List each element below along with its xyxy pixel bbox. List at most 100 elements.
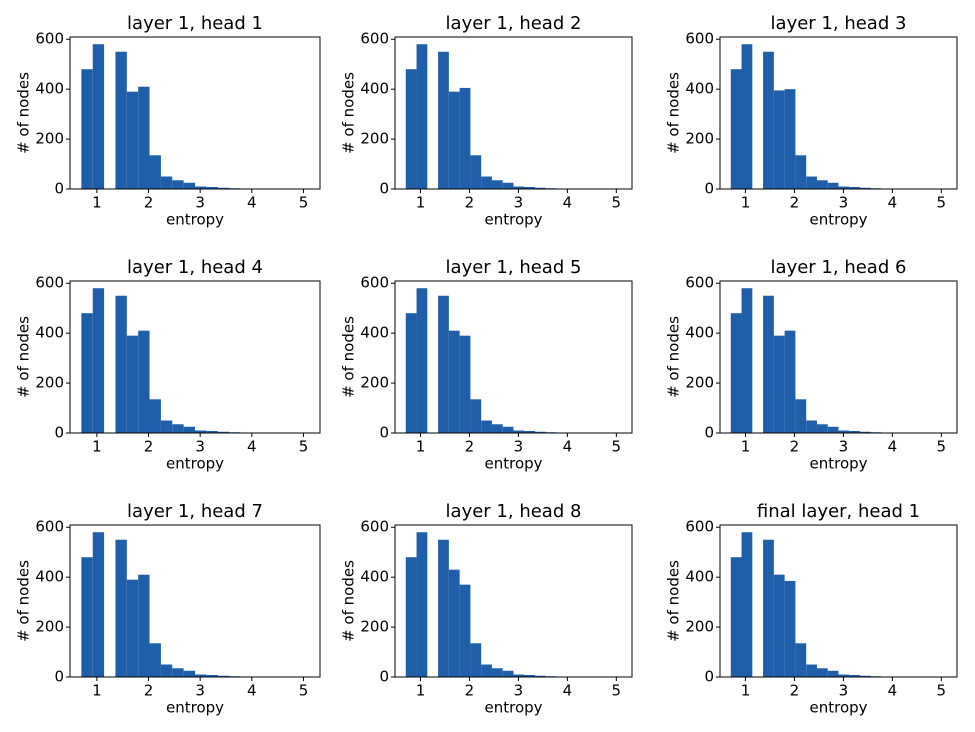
bar <box>535 187 546 189</box>
bar <box>860 187 871 189</box>
y-axis-label: # of nodes <box>340 316 358 398</box>
x-tick-label: 2 <box>144 438 154 456</box>
y-tick-label: 0 <box>54 180 64 198</box>
bar <box>481 176 492 189</box>
bar <box>513 430 525 433</box>
bar <box>416 532 428 677</box>
bar <box>502 426 514 433</box>
bar <box>459 87 471 189</box>
bar <box>806 176 817 189</box>
y-axis-label: # of nodes <box>665 560 683 642</box>
y-tick-label: 200 <box>685 618 714 636</box>
bar <box>524 187 536 189</box>
y-tick-label: 600 <box>685 30 714 48</box>
y-tick-label: 600 <box>685 274 714 292</box>
x-tick-label: 4 <box>888 438 898 456</box>
y-axis-label: # of nodes <box>15 316 33 398</box>
y-tick-label: 0 <box>54 668 64 686</box>
bar <box>459 335 471 433</box>
x-tick-label: 1 <box>416 194 426 212</box>
bar <box>773 90 785 189</box>
bar <box>92 532 105 677</box>
x-tick-label: 2 <box>144 682 154 700</box>
bar <box>217 187 230 189</box>
x-axis-label: entropy <box>484 455 542 473</box>
bar <box>92 44 105 189</box>
chart-title: layer 1, head 4 <box>127 257 263 278</box>
panel: 1 2 3 4 5 0 200 400 600 layer 1, head 2 entropy # o… <box>340 13 633 229</box>
chart-title: layer 1, head 3 <box>771 13 907 34</box>
bar <box>149 399 161 433</box>
bar <box>502 182 514 189</box>
x-tick-label: 3 <box>195 682 205 700</box>
y-axis-label: # of nodes <box>340 72 358 154</box>
y-axis-label: # of nodes <box>15 560 33 642</box>
y-tick-label: 200 <box>360 130 389 148</box>
bar <box>795 155 807 189</box>
bar <box>172 424 184 433</box>
y-tick-label: 0 <box>704 424 714 442</box>
x-axis-label: entropy <box>166 211 224 229</box>
bar <box>138 330 150 433</box>
bar <box>763 295 774 433</box>
bar <box>92 288 105 433</box>
bar <box>816 180 828 189</box>
bar <box>81 69 93 189</box>
bar <box>502 670 514 677</box>
bar <box>470 399 482 433</box>
y-tick-label: 400 <box>360 568 389 586</box>
bar <box>149 643 161 677</box>
x-tick-label: 5 <box>937 194 947 212</box>
x-axis-label: entropy <box>166 699 224 717</box>
x-tick-label: 2 <box>465 194 475 212</box>
panel: 1 2 3 4 5 0 200 400 600 layer 1, head 6 entropy # o… <box>665 257 958 473</box>
bar <box>741 288 753 433</box>
bar <box>860 431 871 433</box>
bar <box>795 643 807 677</box>
x-tick-label: 5 <box>299 438 309 456</box>
bar <box>491 424 503 433</box>
axes-frame <box>394 524 633 678</box>
bar <box>827 182 839 189</box>
axes-frame <box>394 280 633 434</box>
chart-title: layer 1, head 2 <box>446 13 582 34</box>
bar <box>784 580 796 677</box>
bar <box>741 532 753 677</box>
x-tick-label: 2 <box>790 194 800 212</box>
x-tick-label: 5 <box>612 194 622 212</box>
x-axis-label: entropy <box>809 455 867 473</box>
x-tick-label: 1 <box>416 438 426 456</box>
y-tick-label: 600 <box>35 518 64 536</box>
bar <box>206 675 218 677</box>
x-tick-label: 3 <box>514 194 524 212</box>
bar <box>438 51 449 189</box>
x-axis-label: entropy <box>809 211 867 229</box>
y-tick-label: 200 <box>685 374 714 392</box>
bar <box>459 584 471 677</box>
bar <box>195 674 207 677</box>
bar <box>535 431 546 433</box>
bar <box>405 69 417 189</box>
bar <box>491 180 503 189</box>
bar <box>784 330 796 433</box>
y-tick-label: 200 <box>360 374 389 392</box>
y-tick-label: 200 <box>35 130 64 148</box>
x-tick-label: 1 <box>92 682 102 700</box>
bar <box>524 431 536 433</box>
x-tick-label: 3 <box>839 438 849 456</box>
x-tick-label: 2 <box>790 682 800 700</box>
y-tick-label: 400 <box>685 324 714 342</box>
axes-frame <box>69 524 321 678</box>
y-tick-label: 200 <box>35 618 64 636</box>
x-tick-label: 3 <box>514 682 524 700</box>
bar <box>438 539 449 677</box>
x-tick-label: 4 <box>247 438 257 456</box>
y-tick-label: 200 <box>685 130 714 148</box>
y-axis-label: # of nodes <box>665 72 683 154</box>
x-tick-label: 1 <box>416 682 426 700</box>
x-tick-label: 2 <box>465 682 475 700</box>
bar <box>160 664 173 677</box>
bar <box>115 51 127 189</box>
bar <box>126 335 139 433</box>
y-tick-label: 200 <box>360 618 389 636</box>
